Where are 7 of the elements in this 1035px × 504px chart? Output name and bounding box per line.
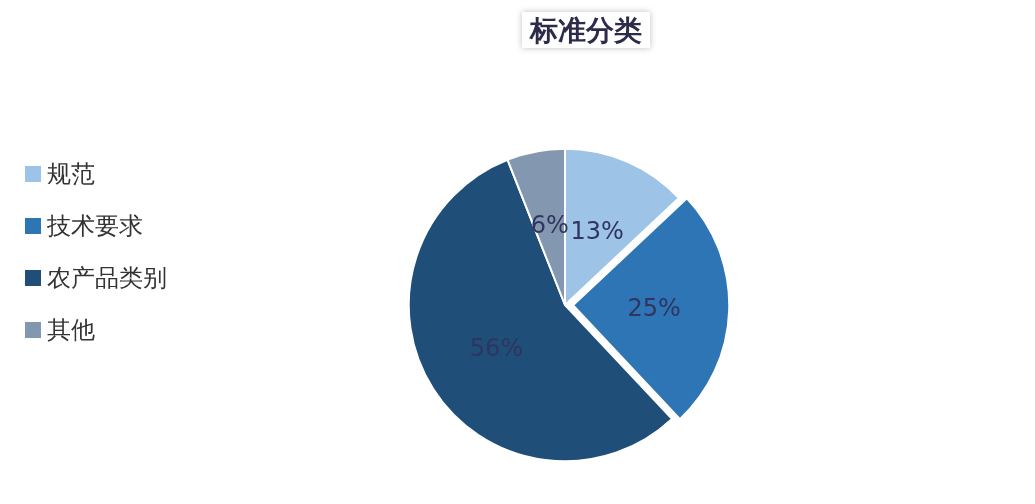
- data-label: 25%: [627, 293, 681, 322]
- legend-label: 技术要求: [46, 212, 143, 240]
- data-label: 13%: [570, 216, 624, 245]
- legend-label: 农产品类别: [47, 264, 167, 292]
- legend-label: 规范: [47, 160, 95, 188]
- legend-label: 其他: [47, 316, 95, 344]
- chart-title: 标准分类: [529, 13, 642, 47]
